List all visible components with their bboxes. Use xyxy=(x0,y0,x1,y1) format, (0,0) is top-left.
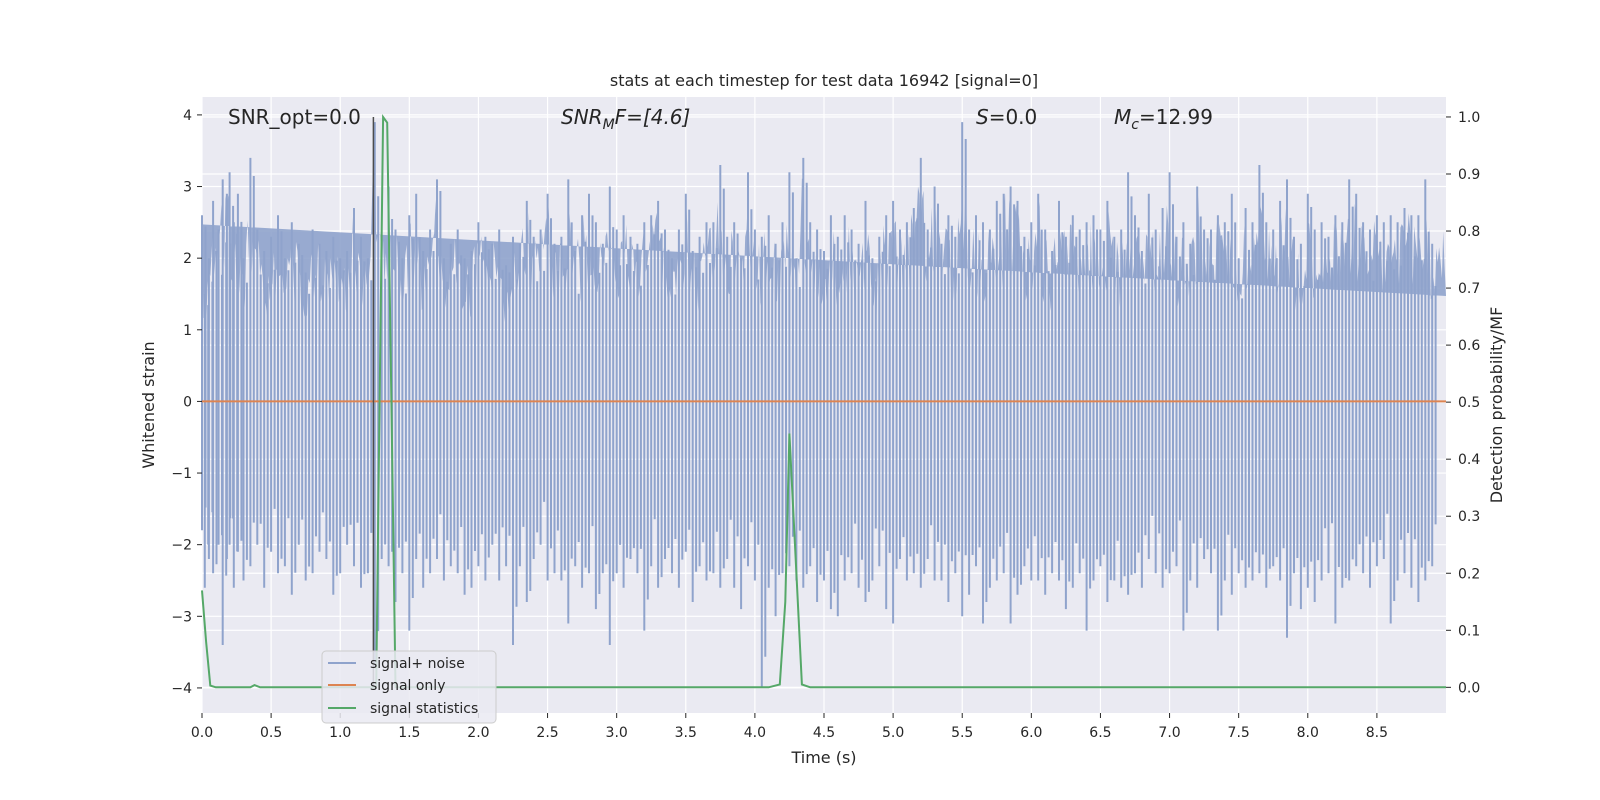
legend-box xyxy=(321,650,497,724)
noise-band xyxy=(202,147,1446,328)
annotation-snr-mf-sub: M xyxy=(603,117,615,133)
y-axis-right-ticks: 1.0 0.9 0.8 0.7 0.6 0.5 0.4 0.3 0.2 0.1 0.0 xyxy=(1446,110,1480,696)
series-signal-noise xyxy=(202,122,1446,688)
x-axis-label: Time (s) xyxy=(790,748,856,767)
x-tick-label: 3.5 xyxy=(675,725,697,741)
y-tick-label-left: 1 xyxy=(183,323,192,339)
x-tick-label: 1.5 xyxy=(398,725,420,741)
annotation-snr-mf: SNRMF=[4.6] xyxy=(561,105,690,133)
annotation-mc-rest: =12.99 xyxy=(1139,105,1213,129)
y-tick-label-right: 1.0 xyxy=(1458,110,1480,126)
annotation-s-main: S xyxy=(976,105,989,129)
x-tick-label: 0.0 xyxy=(191,725,213,741)
y-tick-label-right: 0.5 xyxy=(1458,395,1480,411)
y-tick-label-left: 3 xyxy=(183,180,192,196)
y-tick-label-left: 0 xyxy=(183,394,192,410)
y-axis-left-ticks: 4 3 2 1 0 −1 −2 −3 −4 xyxy=(171,108,202,697)
x-tick-label: 4.0 xyxy=(744,725,766,741)
y-tick-label-right: 0.1 xyxy=(1458,623,1480,639)
x-axis-ticks: 0.0 0.5 1.0 1.5 2.0 2.5 3.0 3.5 4.0 4.5 5.0 5.5 6.0 6… xyxy=(191,713,1388,741)
annotation-mc-main: M xyxy=(1114,105,1131,129)
legend: signal+ noise signal only signal statist… xyxy=(321,650,497,724)
x-tick-label: 7.0 xyxy=(1158,725,1180,741)
series-signal-statistics xyxy=(201,113,1446,689)
x-tick-label: 6.0 xyxy=(1020,725,1042,741)
y-tick-label-left: −4 xyxy=(171,681,192,697)
x-tick-label: 2.5 xyxy=(536,725,558,741)
y-tick-label-right: 0.3 xyxy=(1458,509,1480,525)
y-tick-label-right: 0.2 xyxy=(1458,566,1480,582)
annotation-snr-mf-rest: F=[4.6] xyxy=(615,105,691,129)
annotation-s: S=0.0 xyxy=(976,105,1037,129)
annotation-mc-sub: c xyxy=(1131,117,1139,133)
y-tick-label-left: −2 xyxy=(171,538,192,554)
y-axis-right-label: Detection probability/MF xyxy=(1487,307,1506,504)
y-tick-label-right: 0.4 xyxy=(1458,452,1480,468)
y-tick-label-left: 2 xyxy=(183,251,192,267)
y-tick-label-right: 0.6 xyxy=(1458,338,1480,354)
x-tick-label: 5.5 xyxy=(951,725,973,741)
x-tick-label: 3.0 xyxy=(606,725,628,741)
x-tick-label: 5.0 xyxy=(882,725,904,741)
x-tick-label: 8.0 xyxy=(1297,725,1319,741)
y-tick-label-right: 0.8 xyxy=(1458,224,1480,240)
annotation-s-rest: =0.0 xyxy=(989,105,1038,129)
x-tick-label: 4.5 xyxy=(813,725,835,741)
y-tick-label-right: 0.7 xyxy=(1458,281,1480,297)
x-tick-label: 7.5 xyxy=(1228,725,1250,741)
annotation-snr-opt: SNR_opt=0.0 xyxy=(228,105,361,129)
y-tick-label-left: −3 xyxy=(171,609,192,625)
y-axis-left-label: Whitened strain xyxy=(139,341,158,468)
chart-title: stats at each timestep for test data 169… xyxy=(610,71,1038,90)
annotation-mc: Mc=12.99 xyxy=(1114,105,1213,133)
x-tick-label: 1.0 xyxy=(329,725,351,741)
legend-label-signal-noise: signal+ noise xyxy=(370,656,465,672)
legend-label-signal-statistics: signal statistics xyxy=(370,701,478,717)
annotation-snr-mf-main: SNR xyxy=(561,105,603,129)
y-tick-label-right: 0.0 xyxy=(1458,680,1480,696)
y-tick-label-left: 4 xyxy=(183,108,192,124)
x-tick-label: 8.5 xyxy=(1366,725,1388,741)
y-tick-label-left: −1 xyxy=(171,466,192,482)
x-tick-label: 6.5 xyxy=(1089,725,1111,741)
x-tick-label: 2.0 xyxy=(467,725,489,741)
legend-label-signal-only: signal only xyxy=(370,678,445,694)
y-tick-label-right: 0.9 xyxy=(1458,167,1480,183)
x-tick-label: 0.5 xyxy=(260,725,282,741)
